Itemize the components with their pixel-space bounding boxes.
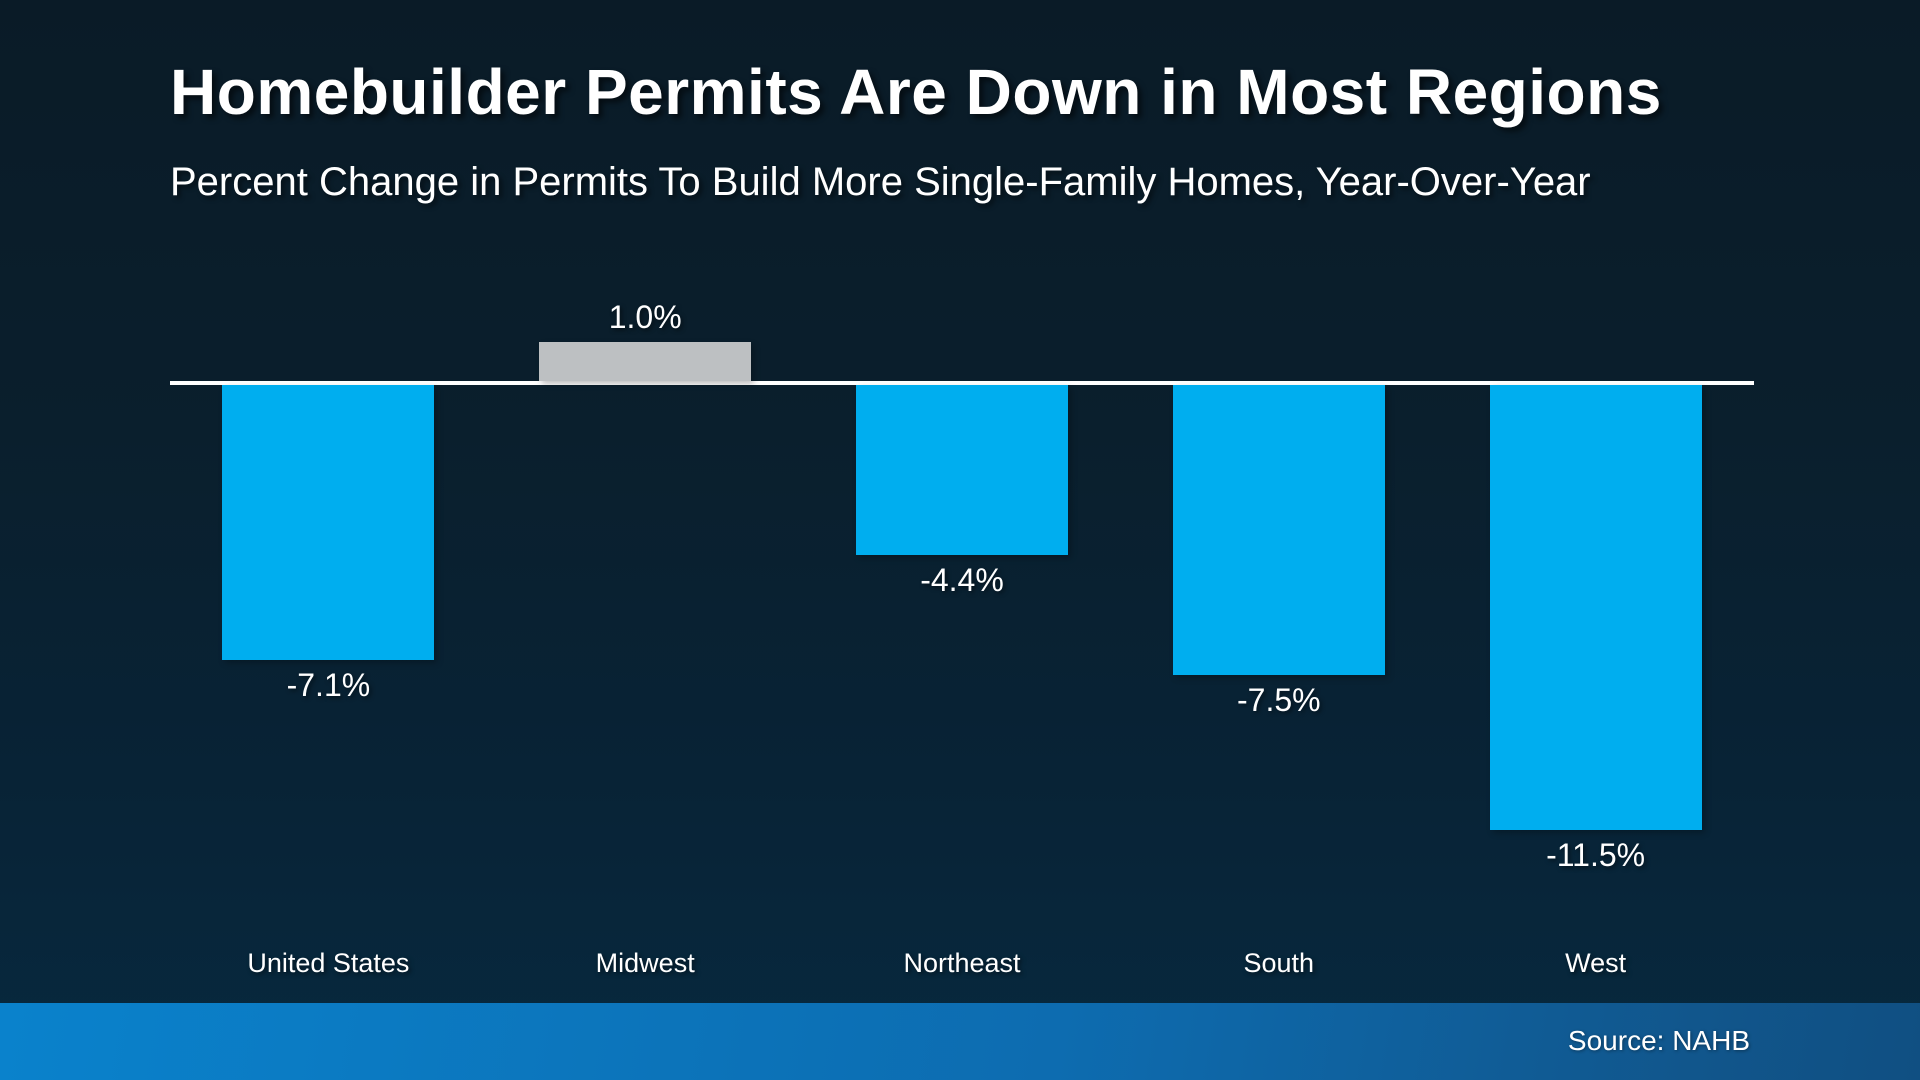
- bar-chart: -7.1% United States 1.0% Midwest -4.4% Northe…: [170, 0, 1754, 1080]
- bar-value-label-west: -11.5%: [1546, 837, 1646, 874]
- bar-midwest: [539, 342, 752, 381]
- category-label-south: South: [1243, 948, 1315, 978]
- bar-value-label-united-states: -7.1%: [286, 666, 371, 703]
- chart-subtitle: Percent Change in Permits To Build More …: [170, 160, 1591, 204]
- bar-south: [1172, 385, 1385, 676]
- category-label-midwest: Midwest: [595, 948, 695, 978]
- bar-value-label-midwest: 1.0%: [608, 299, 682, 336]
- zero-axis-line: [170, 381, 1754, 385]
- bar-northeast: [856, 385, 1068, 556]
- footer-bar: Source: NAHB: [0, 1003, 1920, 1080]
- bar-value-label-northeast: -4.4%: [920, 562, 1004, 599]
- bar-west: [1489, 385, 1702, 831]
- category-label-united-states: United States: [247, 948, 410, 978]
- bar-value-label-south: -7.5%: [1237, 682, 1321, 719]
- category-label-west: West: [1565, 948, 1627, 978]
- category-label-northeast: Northeast: [903, 948, 1021, 978]
- bar-united-states: [222, 385, 435, 660]
- chart-title: Homebuilder Permits Are Down in Most Reg…: [170, 56, 1662, 128]
- source-label: Source: NAHB: [1567, 1025, 1750, 1056]
